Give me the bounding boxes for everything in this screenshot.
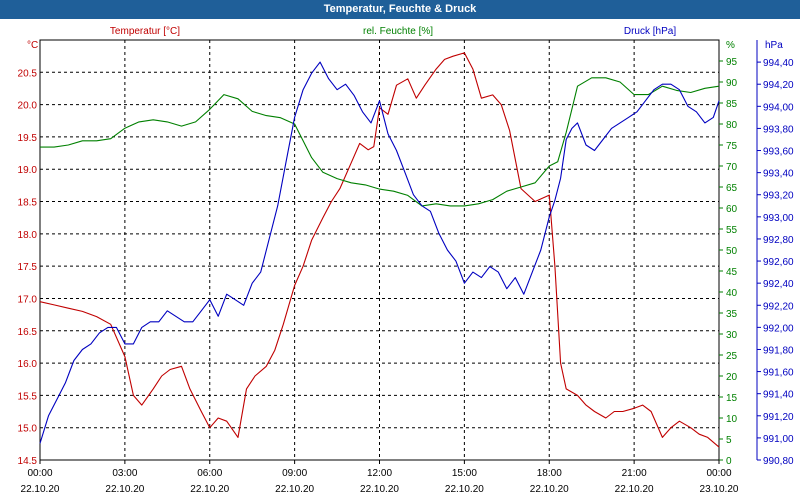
humidity-tick-label: 5	[726, 435, 732, 446]
time-axis-ticks: 00:00 22.10.20 03:00 22.10.20 06:00 22.10.20 0…	[21, 460, 739, 495]
pressure-tick-label: 991,00	[763, 434, 794, 445]
humidity-axis-ticks: 0 5 10 15 20 25 30 35 40 45 50 55 60 65 70 75 80 85 90 95	[719, 57, 738, 467]
humidity-tick-label: 15	[726, 393, 738, 404]
pressure-tick-label: 993,60	[763, 147, 794, 158]
pressure-tick-label: 994,00	[763, 102, 794, 113]
pressure-tick-label: 992,20	[763, 301, 794, 312]
date-tick-label: 22.10.20	[360, 484, 399, 495]
pressure-tick-label: 991,20	[763, 412, 794, 423]
pressure-tick-label: 991,80	[763, 345, 794, 356]
pressure-tick-label: 992,00	[763, 323, 794, 334]
date-tick-label: 22.10.20	[190, 484, 229, 495]
pressure-tick-label: 992,80	[763, 235, 794, 246]
time-tick-label: 00:00	[706, 468, 731, 479]
time-tick-label: 21:00	[622, 468, 647, 479]
pressure-axis-label: Druck [hPa]	[624, 26, 676, 37]
series-line-humidity	[40, 77, 720, 207]
temperature-tick-label: 16.0	[18, 359, 38, 370]
pressure-tick-label: 993,00	[763, 213, 794, 224]
pressure-tick-label: 993,40	[763, 169, 794, 180]
humidity-tick-label: 50	[726, 246, 738, 257]
humidity-tick-label: 95	[726, 57, 738, 68]
series-line-pressure	[39, 61, 720, 444]
humidity-tick-label: 90	[726, 78, 738, 89]
humidity-axis-label: rel. Feuchte [%]	[363, 26, 433, 37]
pressure-axis-ticks: 990,80 991,00 991,20 991,40 991,60 991,80 992,…	[756, 40, 794, 467]
pressure-unit-label: hPa	[765, 40, 783, 51]
temperature-tick-label: 17.0	[18, 294, 38, 305]
pressure-tick-label: 994,40	[763, 58, 794, 69]
time-tick-label: 00:00	[27, 468, 52, 479]
time-tick-label: 09:00	[282, 468, 307, 479]
time-tick-label: 12:00	[367, 468, 392, 479]
time-tick-label: 03:00	[112, 468, 137, 479]
pressure-tick-label: 990,80	[763, 456, 794, 467]
humidity-tick-label: 25	[726, 351, 738, 362]
temperature-axis-ticks: 14.5 15.0 15.5 16.0 16.5 17.0 17.5 18.0 18.5 19.0…	[18, 68, 38, 467]
temperature-unit-label: °C	[27, 40, 38, 51]
time-tick-label: 18:00	[537, 468, 562, 479]
humidity-unit-label: %	[726, 40, 735, 51]
date-tick-label: 23.10.20	[700, 484, 739, 495]
date-tick-label: 22.10.20	[530, 484, 569, 495]
time-tick-label: 06:00	[197, 468, 222, 479]
humidity-tick-label: 80	[726, 120, 738, 131]
series-line-temperature	[39, 52, 720, 448]
temperature-tick-label: 18.5	[18, 198, 38, 209]
temperature-tick-label: 19.0	[18, 165, 38, 176]
temperature-tick-label: 20.0	[18, 101, 38, 112]
humidity-tick-label: 70	[726, 162, 738, 173]
pressure-tick-label: 993,80	[763, 124, 794, 135]
pressure-tick-label: 994,20	[763, 80, 794, 91]
pressure-tick-label: 991,60	[763, 368, 794, 379]
temperature-tick-label: 20.5	[18, 68, 38, 79]
pressure-tick-label: 993,20	[763, 191, 794, 202]
humidity-tick-label: 35	[726, 309, 738, 320]
humidity-tick-label: 60	[726, 204, 738, 215]
humidity-tick-label: 45	[726, 267, 738, 278]
humidity-tick-label: 30	[726, 330, 738, 341]
time-tick-label: 15:00	[452, 468, 477, 479]
temperature-tick-label: 19.5	[18, 133, 38, 144]
date-tick-label: 22.10.20	[21, 484, 60, 495]
temperature-axis-label: Temperatur [°C]	[110, 26, 180, 37]
date-tick-label: 22.10.20	[105, 484, 144, 495]
temperature-tick-label: 15.5	[18, 391, 38, 402]
grid-lines	[40, 40, 719, 460]
date-tick-label: 22.10.20	[445, 484, 484, 495]
humidity-tick-label: 55	[726, 225, 738, 236]
humidity-tick-label: 40	[726, 288, 738, 299]
humidity-tick-label: 85	[726, 99, 738, 110]
humidity-tick-label: 75	[726, 141, 738, 152]
temperature-tick-label: 18.0	[18, 230, 38, 241]
series-lines	[39, 52, 720, 448]
date-tick-label: 22.10.20	[275, 484, 314, 495]
pressure-tick-label: 992,60	[763, 257, 794, 268]
pressure-tick-label: 992,40	[763, 279, 794, 290]
humidity-tick-label: 0	[726, 456, 732, 467]
temperature-tick-label: 17.5	[18, 262, 38, 273]
date-tick-label: 22.10.20	[615, 484, 654, 495]
humidity-tick-label: 65	[726, 183, 738, 194]
temperature-tick-label: 16.5	[18, 327, 38, 338]
humidity-tick-label: 20	[726, 372, 738, 383]
pressure-tick-label: 991,40	[763, 390, 794, 401]
chart-title: Temperatur, Feuchte & Druck	[0, 0, 800, 19]
temperature-tick-label: 14.5	[18, 456, 38, 467]
temperature-tick-label: 15.0	[18, 424, 38, 435]
humidity-tick-label: 10	[726, 414, 738, 425]
